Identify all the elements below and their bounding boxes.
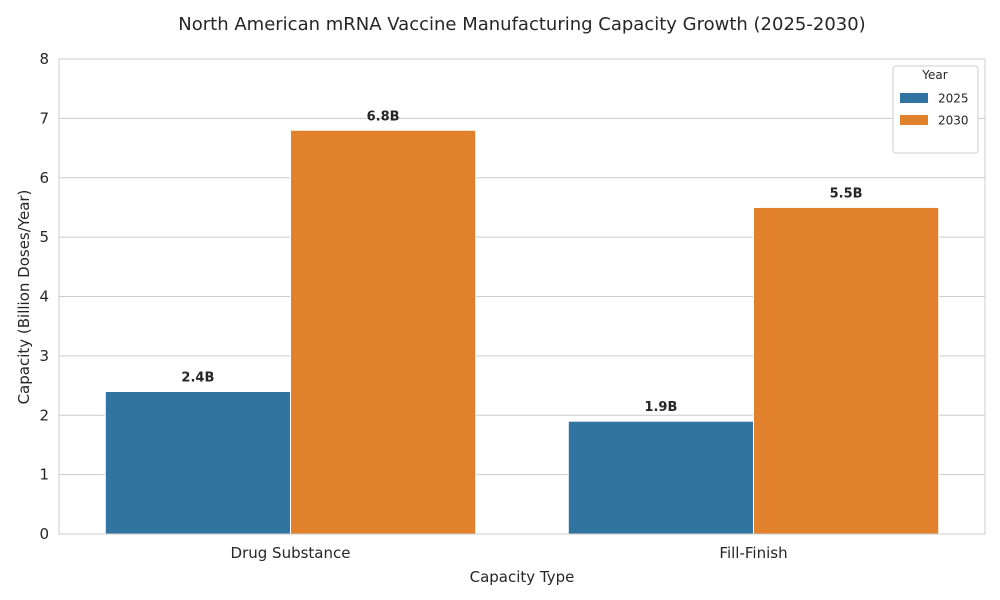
bars (104, 129, 940, 535)
legend-swatch-2025 (900, 93, 928, 103)
data-label: 1.9B (644, 400, 677, 415)
bar-2030-drug-substance (290, 129, 477, 535)
y-tick-label: 0 (39, 525, 49, 543)
data-label: 5.5B (830, 186, 863, 201)
bar-2025-fill-finish (567, 420, 754, 535)
data-label: 2.4B (181, 371, 214, 386)
y-tick-label: 4 (39, 288, 49, 306)
data-labels: 2.4B 6.8B 1.9B 5.5B (181, 109, 862, 415)
legend-label-2030: 2030 (938, 114, 969, 128)
y-axis-label: Capacity (Billion Doses/Year) (15, 190, 33, 405)
plot-frame (58, 58, 986, 535)
legend: Year 2025 2030 (892, 65, 979, 154)
bar-2030-fill-finish (753, 206, 940, 535)
x-tick-labels: Drug Substance Fill-Finish (231, 544, 788, 562)
y-tick-label: 2 (39, 406, 49, 424)
x-tick-label: Fill-Finish (719, 544, 787, 562)
y-tick-label: 6 (39, 169, 49, 187)
x-axis-label: Capacity Type (470, 568, 575, 586)
y-tick-label: 1 (39, 466, 49, 484)
bar-2025-drug-substance (104, 391, 291, 535)
y-tick-label: 7 (39, 109, 49, 127)
y-tick-labels: 0 1 2 3 4 5 6 7 8 (39, 50, 49, 543)
legend-items: 2025 2030 (900, 92, 969, 128)
y-tick-label: 5 (39, 228, 49, 246)
legend-title: Year (921, 68, 947, 82)
y-tick-label: 8 (39, 50, 49, 68)
data-label: 6.8B (367, 109, 400, 124)
x-tick-label: Drug Substance (231, 544, 351, 562)
legend-label-2025: 2025 (938, 92, 969, 106)
y-tick-label: 3 (39, 347, 49, 365)
chart-title: North American mRNA Vaccine Manufacturin… (178, 14, 865, 35)
legend-box (892, 65, 979, 154)
legend-swatch-2030 (900, 115, 928, 125)
